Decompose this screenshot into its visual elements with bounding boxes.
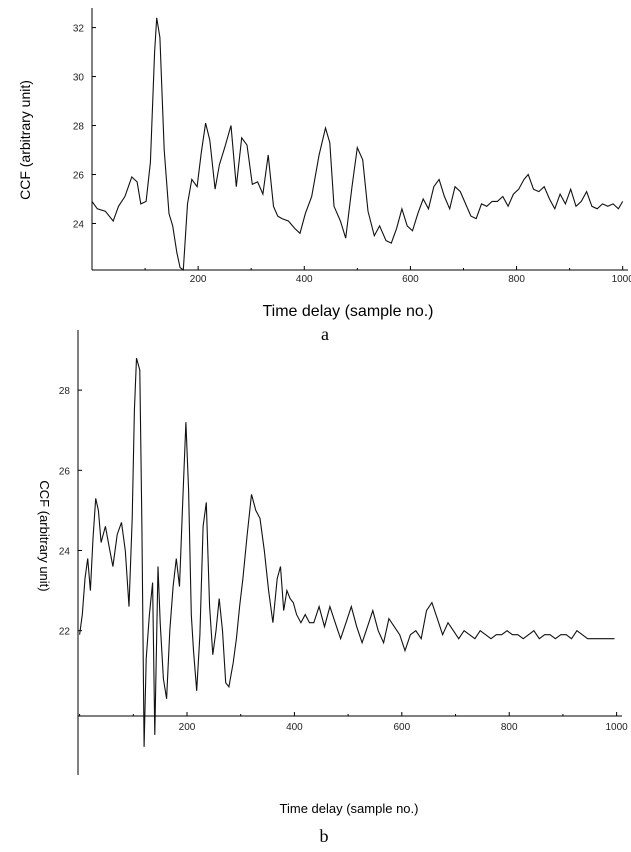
chart-b-y-tick-label: 26	[59, 466, 71, 477]
chart-a-y-axis-label: CCF (arbitrary unit)	[17, 80, 33, 200]
chart-b-y-tick-label: 24	[59, 546, 71, 557]
chart-b-x-axis-label: Time delay (sample no.)	[280, 801, 419, 816]
chart-b-y-tick-label: 22	[59, 627, 71, 638]
chart-b-x-tick-label: 1000	[606, 722, 629, 733]
chart-a-x-axis-label: Time delay (sample no.)	[262, 303, 433, 320]
chart-a-x-tick-label: 1000	[612, 274, 631, 285]
chart-a-axes	[91, 8, 628, 271]
chart-b-series-line	[79, 357, 615, 747]
chart-b-x-tick-label: 400	[286, 722, 303, 733]
chart-b-x-tick-label: 200	[179, 722, 196, 733]
chart-b-ticks: 200 400 600 800 1000 22 24 26 28	[59, 386, 628, 733]
chart-panel-b: 200 400 600 800 1000 22 24 26 28 Time delay (sam…	[37, 330, 628, 816]
chart-a-y-tick-label: 32	[73, 24, 85, 35]
chart-a-x-tick-label: 200	[190, 274, 207, 285]
chart-b-y-tick-label: 28	[59, 386, 71, 397]
chart-a-x-tick-label: 600	[402, 274, 419, 285]
chart-a-y-tick-label: 26	[73, 171, 85, 182]
chart-a-ticks: 200 400 600 800 1000 24 26 28 30 32	[73, 24, 631, 285]
chart-a-x-tick-label: 400	[296, 274, 313, 285]
chart-panel-a: 200 400 600 800 1000 24 26 28 30 32 Time delay (s…	[17, 8, 631, 320]
chart-a-y-tick-label: 30	[73, 73, 85, 84]
chart-a-x-tick-label: 800	[508, 274, 525, 285]
chart-b-y-axis-label: CCF (arbitrary unit)	[37, 480, 52, 591]
chart-a-y-tick-label: 24	[73, 219, 85, 230]
chart-b-x-tick-label: 800	[501, 722, 518, 733]
chart-a-series-line	[91, 17, 624, 272]
chart-b-axes	[77, 330, 622, 775]
panel-label-b: b	[319, 826, 329, 846]
chart-a-y-tick-label: 28	[73, 122, 85, 133]
panel-label-a: a	[321, 324, 329, 344]
chart-b-x-tick-label: 600	[393, 722, 410, 733]
